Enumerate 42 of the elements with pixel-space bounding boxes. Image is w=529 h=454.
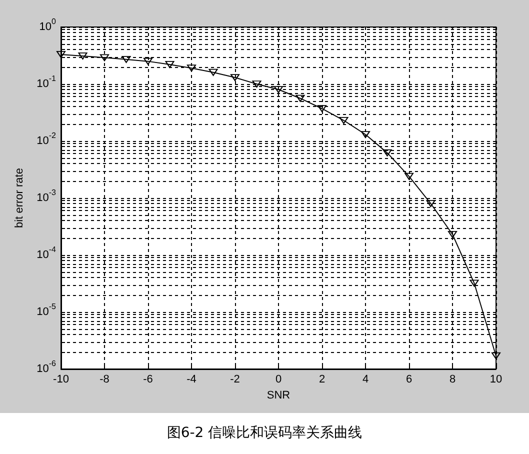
point (208, 68, 218, 76)
point (122, 56, 131, 63)
x-tick-label: -10 (53, 374, 69, 386)
x-tick-label: 2 (318, 374, 326, 386)
x-tick-label: 0 (275, 374, 282, 386)
y-axis-title: bit error rate (14, 168, 26, 228)
point (448, 230, 457, 238)
y-tick-label: 10$^{-4}$ (36, 245, 56, 262)
point (361, 131, 370, 138)
point (230, 74, 240, 82)
point (100, 54, 109, 62)
x-axis-title: SNR (266, 390, 290, 402)
x-tick-label: -4 (186, 374, 196, 386)
point (144, 58, 152, 65)
point (382, 149, 392, 156)
point (274, 86, 283, 94)
point (252, 80, 262, 88)
x-tick-label: -8 (100, 374, 110, 386)
y-tick-label: 10$^{-6}$ (36, 359, 56, 375)
x-tick-label: 10 (490, 374, 502, 386)
x-tick-label: 6 (406, 374, 412, 386)
point (187, 64, 196, 72)
point (492, 352, 500, 360)
point (470, 280, 479, 287)
x-tick-label: 4 (362, 374, 369, 386)
x-tick-label: -6 (143, 374, 153, 386)
caption: 图6-2 信噪比和误码率关系曲线 (166, 424, 362, 442)
point (56, 50, 66, 58)
point (296, 94, 305, 102)
y-tick-label: 10$^{-3}$ (36, 188, 56, 204)
y-tick-label: 10$^{0}$ (38, 17, 56, 34)
x-tick-label: 8 (449, 374, 456, 386)
point (165, 60, 174, 68)
x-tick-label: -2 (230, 374, 240, 386)
point (318, 105, 326, 112)
point (78, 52, 88, 60)
y-tick-label: 10$^{-2}$ (36, 131, 56, 148)
y-tick-label: 10$^{-5}$ (36, 302, 56, 319)
point (404, 172, 414, 180)
point (426, 200, 436, 208)
y-tick-label: 10$^{-1}$ (36, 74, 56, 91)
point (339, 116, 348, 124)
